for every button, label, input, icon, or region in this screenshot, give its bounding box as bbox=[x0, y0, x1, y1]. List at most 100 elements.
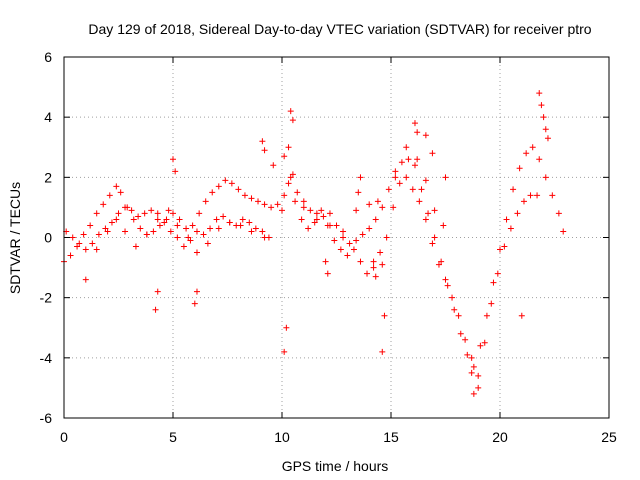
data-point bbox=[555, 210, 562, 217]
data-point bbox=[246, 219, 253, 226]
data-point bbox=[398, 159, 405, 166]
data-point bbox=[468, 369, 475, 376]
data-point bbox=[135, 213, 142, 220]
data-point bbox=[337, 246, 344, 253]
data-point bbox=[560, 228, 567, 235]
data-point bbox=[497, 246, 503, 253]
x-tick-label: 5 bbox=[169, 429, 177, 445]
data-point bbox=[237, 222, 244, 229]
data-point bbox=[255, 198, 262, 205]
y-tick-label: -6 bbox=[40, 410, 53, 426]
data-point bbox=[289, 117, 296, 124]
data-point bbox=[326, 222, 333, 229]
data-point bbox=[193, 228, 200, 235]
grid bbox=[64, 57, 609, 418]
data-point bbox=[176, 216, 183, 223]
data-point bbox=[122, 228, 129, 235]
data-point bbox=[259, 228, 266, 235]
data-point bbox=[451, 306, 458, 313]
data-point bbox=[353, 207, 360, 214]
data-point bbox=[475, 384, 482, 391]
data-point bbox=[516, 165, 523, 172]
data-point bbox=[422, 216, 429, 223]
data-point bbox=[442, 174, 449, 181]
data-point bbox=[87, 222, 94, 229]
data-point bbox=[202, 198, 209, 205]
data-point bbox=[287, 108, 294, 115]
data-point bbox=[372, 216, 379, 223]
data-point bbox=[429, 150, 436, 157]
data-point bbox=[174, 234, 181, 241]
data-point bbox=[100, 201, 107, 208]
data-point bbox=[283, 324, 290, 331]
data-point bbox=[122, 204, 129, 211]
data-point bbox=[536, 90, 543, 97]
data-point bbox=[143, 231, 150, 238]
y-tick-label: 6 bbox=[44, 49, 52, 65]
data-point bbox=[82, 246, 89, 253]
y-tick-label: -4 bbox=[40, 350, 53, 366]
data-point bbox=[241, 192, 248, 199]
series-track-C bbox=[82, 144, 447, 283]
data-point bbox=[538, 102, 545, 109]
data-point bbox=[475, 372, 482, 379]
data-point bbox=[74, 243, 81, 250]
data-point bbox=[252, 225, 259, 232]
data-point bbox=[518, 312, 525, 319]
data-point bbox=[411, 162, 418, 169]
data-point bbox=[261, 201, 268, 208]
data-point bbox=[326, 210, 333, 217]
data-point bbox=[444, 282, 451, 289]
data-point bbox=[137, 225, 144, 232]
data-point bbox=[183, 225, 190, 232]
data-point bbox=[320, 213, 327, 220]
data-point bbox=[193, 249, 200, 256]
data-point bbox=[366, 201, 373, 208]
data-point bbox=[534, 192, 541, 199]
data-point bbox=[313, 210, 320, 217]
data-point bbox=[154, 210, 161, 217]
data-point bbox=[455, 312, 462, 319]
data-point bbox=[154, 216, 161, 223]
data-point bbox=[300, 204, 307, 211]
y-tick-labels: -6 -4 -2 0 2 4 6 bbox=[40, 49, 53, 426]
data-point bbox=[340, 234, 347, 241]
data-point bbox=[248, 195, 255, 202]
data-point bbox=[287, 174, 294, 181]
data-point bbox=[248, 228, 255, 235]
data-point bbox=[355, 189, 362, 196]
data-point bbox=[468, 354, 475, 361]
data-point bbox=[324, 270, 331, 277]
data-point bbox=[95, 231, 102, 238]
data-point bbox=[457, 330, 464, 337]
data-point bbox=[403, 144, 410, 151]
data-point bbox=[228, 180, 235, 187]
x-tick-label: 0 bbox=[60, 429, 68, 445]
data-point bbox=[289, 171, 296, 178]
data-point bbox=[514, 210, 521, 217]
data-point bbox=[172, 168, 179, 175]
data-point bbox=[281, 348, 288, 355]
data-point bbox=[379, 204, 386, 211]
data-point bbox=[494, 270, 501, 277]
data-point bbox=[204, 240, 211, 247]
data-point bbox=[422, 177, 429, 184]
data-point bbox=[305, 225, 312, 232]
data-point bbox=[215, 183, 222, 190]
data-point bbox=[213, 216, 220, 223]
data-point bbox=[385, 186, 392, 193]
data-point bbox=[285, 180, 292, 187]
data-point bbox=[353, 237, 360, 244]
x-tick-label: 20 bbox=[492, 429, 508, 445]
y-tick-label: -2 bbox=[40, 290, 53, 306]
data-point bbox=[403, 174, 410, 181]
data-point bbox=[374, 198, 381, 205]
data-point bbox=[108, 219, 115, 226]
data-point bbox=[520, 198, 527, 205]
data-point bbox=[215, 225, 222, 232]
data-point bbox=[268, 204, 275, 211]
data-point bbox=[501, 243, 508, 250]
data-point bbox=[93, 210, 100, 217]
data-point bbox=[259, 138, 266, 145]
